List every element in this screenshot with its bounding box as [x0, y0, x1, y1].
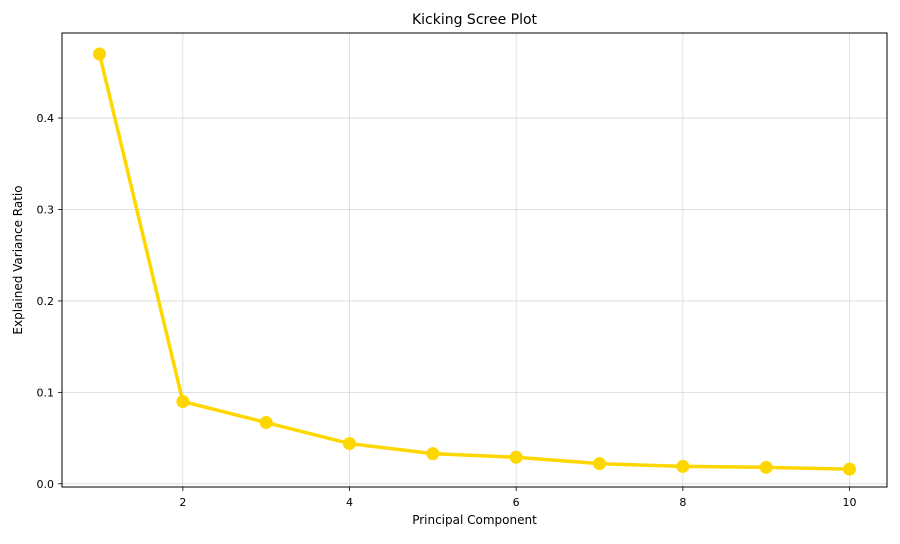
y-tick-label: 0.2	[37, 295, 55, 308]
data-point	[593, 457, 606, 471]
tick-layer: 2 4 6 8 10 0.0 0.1 0.2 0.3 0.4	[37, 112, 857, 509]
data-point	[426, 447, 440, 461]
grid-layer	[62, 33, 887, 487]
x-tick-label: 6	[513, 496, 520, 509]
x-axis-label: Principal Component	[412, 513, 537, 527]
plot-frame	[61, 32, 888, 488]
series-layer	[97, 52, 852, 471]
y-axis-label: Explained Variance Ratio	[11, 185, 25, 334]
y-tick-label: 0.0	[37, 478, 55, 491]
data-point	[676, 459, 690, 473]
y-tick-label: 0.3	[37, 203, 55, 216]
x-tick-label: 8	[679, 496, 686, 509]
data-point	[343, 437, 356, 451]
y-tick-label: 0.1	[37, 386, 55, 399]
chart-title: Kicking Scree Plot	[412, 12, 538, 28]
x-tick-label: 2	[179, 496, 186, 509]
y-tick-label: 0.4	[37, 112, 55, 125]
data-point	[259, 416, 273, 430]
data-point	[509, 450, 523, 464]
data-point	[176, 395, 190, 409]
series-line	[97, 52, 852, 471]
x-tick-label: 10	[843, 496, 857, 509]
x-tick-label: 4	[346, 496, 353, 509]
data-point	[843, 462, 856, 476]
data-point	[759, 460, 773, 474]
data-point	[93, 47, 106, 61]
marker-layer	[93, 47, 856, 476]
